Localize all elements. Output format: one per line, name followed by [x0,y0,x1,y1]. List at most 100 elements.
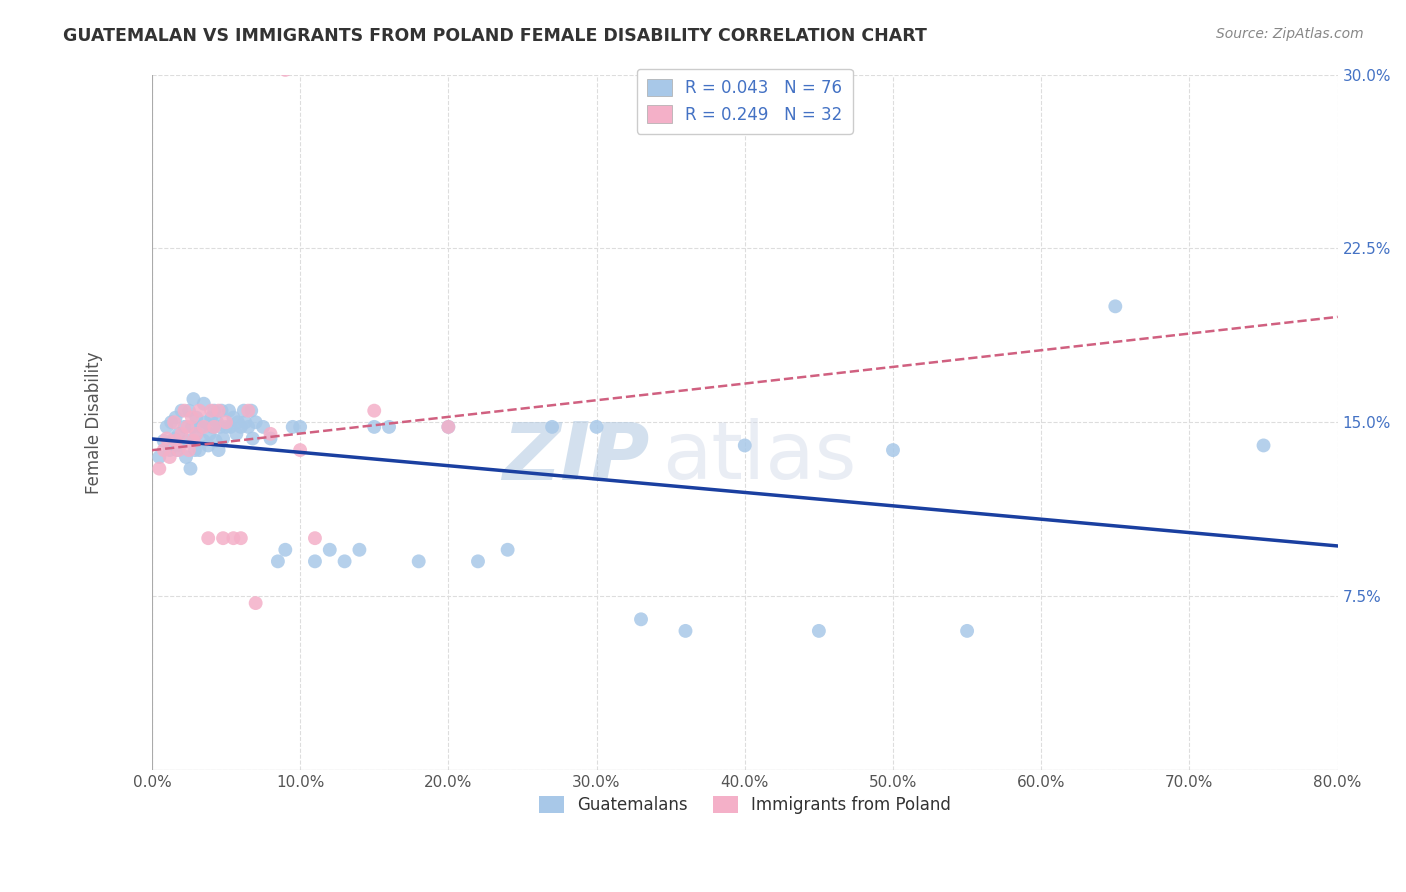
Point [190,420,212,434]
Point [259,432,281,446]
Point [238,420,260,434]
Point [259,426,281,441]
Point [245,596,267,610]
Point [184,443,207,458]
Point [1253,438,1275,452]
Point [215,415,238,429]
Point [165,434,187,448]
Point [378,420,401,434]
Y-axis label: Female Disability: Female Disability [86,351,103,493]
Point [274,542,297,557]
Point [186,426,208,441]
Point [165,410,187,425]
Point [166,443,188,458]
Point [177,403,200,417]
Point [156,420,179,434]
Point [233,415,256,429]
Point [349,542,371,557]
Point [288,420,311,434]
Point [152,443,174,458]
Point [200,403,222,417]
Point [176,420,198,434]
Point [201,420,224,434]
Point [167,443,190,458]
Point [281,420,304,434]
Point [163,415,186,429]
Point [675,624,697,638]
Point [304,554,326,568]
Text: atlas: atlas [662,418,856,496]
Point [630,612,652,626]
Point [159,450,181,464]
Point [209,420,232,434]
Point [882,443,904,458]
Point [198,426,221,441]
Point [202,403,225,417]
Point [159,443,181,458]
Point [363,420,385,434]
Point [183,392,205,406]
Point [204,434,226,448]
Point [211,403,233,417]
Point [181,410,204,425]
Text: GUATEMALAN VS IMMIGRANTS FROM POLAND FEMALE DISABILITY CORRELATION CHART: GUATEMALAN VS IMMIGRANTS FROM POLAND FEM… [63,27,927,45]
Point [215,420,238,434]
Point [186,410,208,425]
Point [333,554,356,568]
Point [585,420,607,434]
Point [197,531,219,545]
Point [183,434,205,448]
Point [174,450,197,464]
Point [437,420,460,434]
Point [207,403,229,417]
Point [229,420,252,434]
Point [437,420,460,434]
Point [363,403,385,417]
Point [226,415,249,429]
Point [734,438,756,452]
Point [267,554,290,568]
Point [1104,299,1126,313]
Point [160,415,183,429]
Point [156,432,179,446]
Point [197,438,219,452]
Point [170,403,193,417]
Point [169,438,191,452]
Text: Source: ZipAtlas.com: Source: ZipAtlas.com [1216,27,1364,41]
Point [194,415,217,429]
Point [496,542,519,557]
Point [173,420,195,434]
Point [200,410,222,425]
Point [188,403,211,417]
Point [242,432,264,446]
Point [225,426,247,441]
Point [170,426,193,441]
Point [152,434,174,448]
Point [173,403,195,417]
Point [304,531,326,545]
Point [807,624,830,638]
Point [956,624,979,638]
Point [288,443,311,458]
Point [181,420,204,434]
Point [252,420,274,434]
Point [467,554,489,568]
Point [188,443,211,458]
Point [193,397,215,411]
Point [163,432,186,446]
Point [229,531,252,545]
Point [222,531,245,545]
Point [240,403,263,417]
Point [212,531,235,545]
Point [148,450,170,464]
Point [245,415,267,429]
Point [167,426,190,441]
Point [179,461,201,475]
Point [219,420,242,434]
Point [207,443,229,458]
Point [202,420,225,434]
Point [193,420,215,434]
Text: ZIP: ZIP [502,418,650,496]
Point [238,403,260,417]
Point [186,426,208,441]
